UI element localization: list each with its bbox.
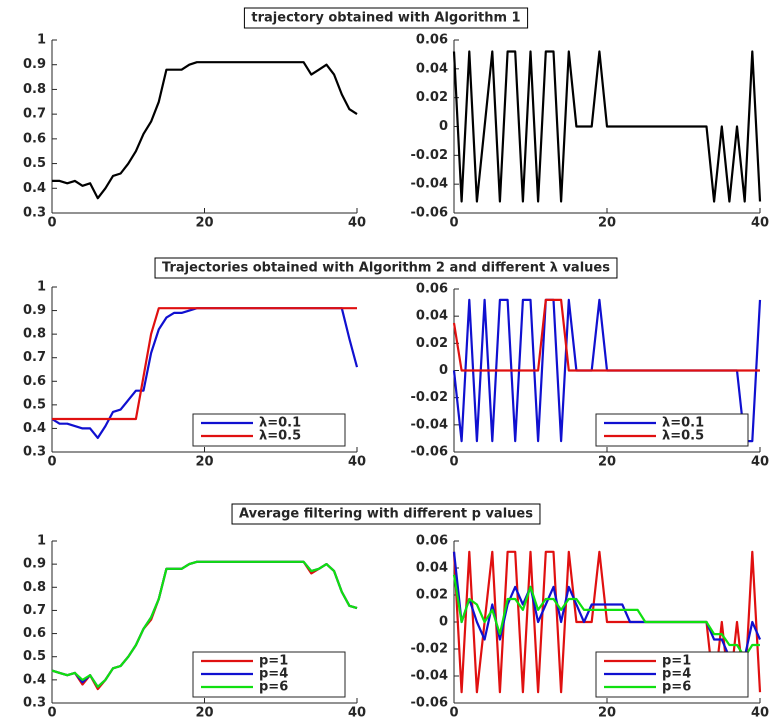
series-line [452, 551, 762, 659]
y-tick-label: 0.3 [23, 696, 46, 711]
y-tick-label: 0.06 [416, 534, 448, 549]
y-tick-label: -0.02 [411, 642, 448, 657]
series-line [52, 61, 358, 200]
y-tick-label: 0.5 [23, 649, 46, 664]
x-tick-label: 40 [751, 216, 769, 231]
legend-label: p=4 [662, 667, 691, 682]
chart-title: Trajectories obtained with Algorithm 2 a… [162, 261, 610, 276]
x-tick-label: 20 [195, 455, 213, 470]
legend-label: λ=0.5 [662, 429, 704, 444]
y-tick-label: -0.02 [411, 390, 448, 405]
y-tick-label: -0.04 [411, 417, 448, 432]
y-tick-label: 0 [439, 615, 448, 630]
y-tick-label: 0.5 [23, 156, 46, 171]
y-tick-label: 0 [439, 363, 448, 378]
title-box [154, 257, 618, 279]
x-tick-label: 20 [195, 216, 213, 231]
y-tick-label: 0.7 [23, 107, 46, 122]
y-tick-label: 0.04 [416, 61, 448, 76]
y-tick-label: 1 [37, 280, 46, 295]
series-line [452, 550, 762, 694]
title-box [231, 503, 541, 525]
x-tick-label: 0 [47, 216, 56, 231]
y-tick-label: 0.9 [23, 303, 46, 318]
y-tick-label: 0.02 [416, 588, 448, 603]
y-tick-label: 0.7 [23, 350, 46, 365]
x-tick-label: 20 [598, 216, 616, 231]
series-line [452, 298, 760, 372]
y-tick-label: 0.9 [23, 557, 46, 572]
x-tick-label: 0 [449, 706, 458, 719]
y-tick-label: 0.02 [416, 90, 448, 105]
x-tick-label: 40 [348, 216, 366, 231]
y-tick-label: 0.6 [23, 374, 46, 389]
x-tick-label: 0 [449, 455, 458, 470]
x-tick-label: 40 [348, 455, 366, 470]
y-tick-label: 0.06 [416, 282, 448, 297]
y-tick-label: 0.4 [23, 672, 46, 687]
y-tick-label: 1 [37, 33, 46, 48]
chart-title: trajectory obtained with Algorithm 1 [251, 11, 520, 26]
y-tick-label: -0.06 [411, 696, 448, 711]
y-tick-label: 0.04 [416, 309, 448, 324]
y-tick-label: 0.8 [23, 82, 46, 97]
y-tick-label: 0 [439, 119, 448, 134]
y-tick-label: -0.04 [411, 177, 448, 192]
legend-label: p=1 [259, 654, 288, 669]
y-tick-label: 0.4 [23, 181, 46, 196]
series-line [452, 574, 760, 659]
x-tick-label: 20 [195, 706, 213, 719]
legend-label: p=6 [662, 680, 691, 695]
x-tick-label: 0 [47, 706, 56, 719]
legend-box [192, 413, 346, 447]
legend-label: λ=0.5 [259, 429, 301, 444]
y-tick-label: 0.04 [416, 561, 448, 576]
y-tick-label: 0.3 [23, 445, 46, 460]
y-tick-label: 0.8 [23, 580, 46, 595]
y-tick-label: 1 [37, 534, 46, 549]
legend-label: p=4 [259, 667, 288, 682]
y-tick-label: 0.6 [23, 626, 46, 641]
x-tick-label: 40 [348, 706, 366, 719]
y-tick-label: 0.06 [416, 33, 448, 48]
y-tick-label: -0.06 [411, 445, 448, 460]
chart-title: Average filtering with different p value… [239, 507, 533, 522]
x-tick-label: 20 [598, 706, 616, 719]
y-tick-label: 0.5 [23, 397, 46, 412]
legend-label: p=1 [662, 654, 691, 669]
legend-label: λ=0.1 [662, 416, 704, 431]
series-line [452, 50, 762, 203]
y-tick-label: 0.02 [416, 336, 448, 351]
y-tick-label: 0.7 [23, 603, 46, 618]
legend-label: λ=0.1 [259, 416, 301, 431]
title-box [243, 7, 529, 29]
y-tick-label: 0.4 [23, 421, 46, 436]
y-tick-label: 0.8 [23, 327, 46, 342]
x-tick-label: 40 [751, 706, 769, 719]
series-line [52, 307, 357, 421]
legend-label: p=6 [259, 680, 288, 695]
x-tick-label: 40 [751, 455, 769, 470]
x-tick-label: 0 [47, 455, 56, 470]
y-tick-label: 0.3 [23, 206, 46, 221]
x-tick-label: 0 [449, 216, 458, 231]
y-tick-label: -0.02 [411, 148, 448, 163]
y-tick-label: -0.06 [411, 206, 448, 221]
legend-box [595, 413, 749, 447]
y-tick-label: 0.9 [23, 57, 46, 72]
x-tick-label: 20 [598, 455, 616, 470]
y-tick-label: -0.04 [411, 669, 448, 684]
series-line [51, 560, 358, 688]
y-tick-label: 0.6 [23, 131, 46, 146]
